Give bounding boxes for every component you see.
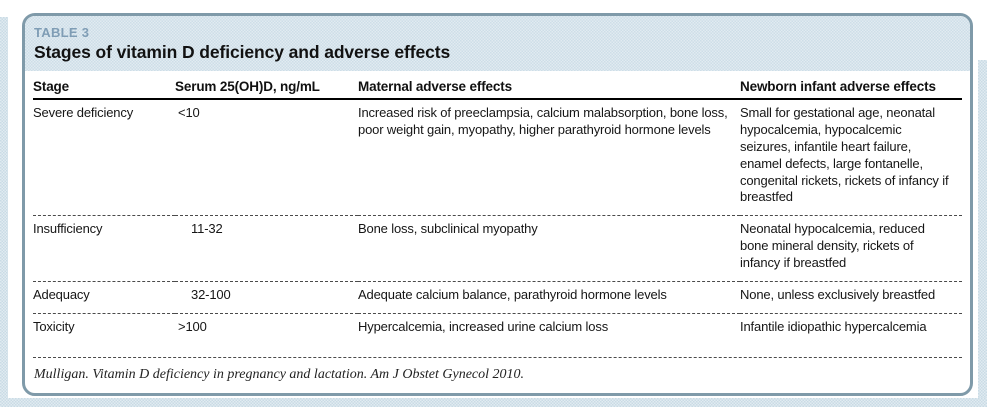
stages-table: Stage Serum 25(OH)D, ng/mL Maternal adve…	[33, 71, 962, 345]
cell-newborn: Neonatal hypocalcemia, reduced bone mine…	[740, 215, 962, 282]
page-edge-strip-right	[978, 60, 987, 407]
table-row: Adequacy 32-100 Adequate calcium balance…	[33, 281, 962, 314]
cell-maternal: Adequate calcium balance, parathyroid ho…	[358, 281, 740, 314]
cell-stage: Adequacy	[33, 281, 175, 314]
cell-serum: 11-32	[175, 215, 358, 282]
cell-newborn: Small for gestational age, neonatal hypo…	[740, 105, 949, 205]
cell-stage: Severe deficiency	[33, 105, 134, 120]
cell-newborn: Infantile idiopathic hypercalcemia	[740, 312, 962, 345]
page-edge-strip-left	[0, 17, 8, 407]
table-area: Stage Serum 25(OH)D, ng/mL Maternal adve…	[25, 71, 970, 357]
cell-stage: Insufficiency	[33, 215, 175, 282]
cell-stage: Toxicity	[33, 312, 175, 345]
table-card: TABLE 3 Stages of vitamin D deficiency a…	[22, 13, 973, 396]
table-row: Severe deficiency <10 Increased risk of …	[33, 99, 962, 216]
column-header-serum: Serum 25(OH)D, ng/mL	[175, 71, 358, 100]
table-row: Toxicity >100 Hypercalcemia, increased u…	[33, 312, 962, 345]
column-header-row: Stage Serum 25(OH)D, ng/mL Maternal adve…	[33, 71, 962, 100]
cell-serum: 32-100	[175, 281, 358, 314]
table-footer: Mulligan. Vitamin D deficiency in pregna…	[33, 357, 962, 393]
cell-serum: <10	[178, 105, 200, 120]
column-header-stage: Stage	[33, 71, 175, 100]
table-header-band: TABLE 3 Stages of vitamin D deficiency a…	[25, 16, 970, 71]
cell-maternal: Increased risk of preeclampsia, calcium …	[358, 105, 728, 137]
page-edge-strip-bottom	[0, 398, 987, 407]
table-label: TABLE 3	[34, 25, 90, 40]
citation: Mulligan. Vitamin D deficiency in pregna…	[34, 367, 525, 382]
column-header-newborn: Newborn infant adverse effects	[740, 71, 962, 100]
table-title: Stages of vitamin D deficiency and adver…	[34, 42, 451, 62]
cell-maternal: Hypercalcemia, increased urine calcium l…	[358, 312, 740, 345]
cell-serum: >100	[175, 312, 358, 345]
table-row: Insufficiency 11-32 Bone loss, subclinic…	[33, 215, 962, 282]
cell-newborn: None, unless exclusively breastfed	[740, 281, 962, 314]
cell-maternal: Bone loss, subclinical myopathy	[358, 215, 740, 282]
column-header-maternal: Maternal adverse effects	[358, 71, 740, 100]
